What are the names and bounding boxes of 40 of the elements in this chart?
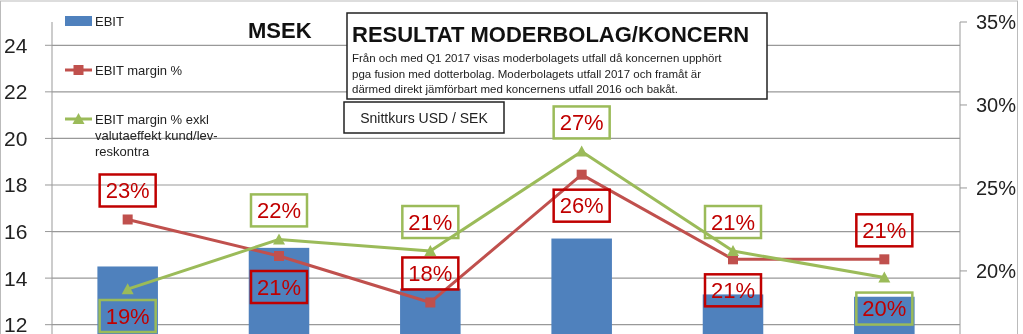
y2-tick-label: 20% <box>975 259 1017 282</box>
point <box>424 245 437 257</box>
y-tick-label: 16 <box>4 220 28 244</box>
y-tick-label: 20 <box>4 126 28 150</box>
legend-label: EBIT margin % <box>95 62 183 78</box>
annotation: Från och med Q1 2017 visas moderbolagets utfall då koncernen upphört pga fusion med dotterbolag. Moderbolagets utfall 2017 och framåt är därmed direkt jämförbart med koncernens utfall 2016 och bakåt. <box>352 52 723 95</box>
y-tick-label: 24 <box>4 33 28 57</box>
data-label: 27% <box>559 109 604 135</box>
data-label: 20% <box>862 296 907 322</box>
point <box>878 271 891 283</box>
y2-tick-label: 30% <box>975 93 1017 116</box>
data-label: 21% <box>862 217 907 243</box>
point <box>575 145 588 157</box>
data-label: 21% <box>710 209 756 235</box>
point <box>727 245 739 257</box>
point <box>576 169 587 180</box>
y-axis-title: MSEK <box>248 17 312 43</box>
data-label: 21% <box>256 274 302 300</box>
point <box>425 297 436 308</box>
y-tick-label: 12 <box>4 313 28 334</box>
y2-tick-label: 35% <box>975 11 1017 33</box>
point <box>121 283 134 295</box>
y-tick-label: 22 <box>4 80 28 104</box>
legend-label: EBIT margin % exkl valutaeffekt kund/lev-reskontra <box>95 111 218 159</box>
chart-title: RESULTAT MODERBOLAG/KONCERN <box>352 21 750 47</box>
y-tick-label: 18 <box>4 173 28 197</box>
legend-label: EBIT <box>95 13 124 29</box>
annotation: Snittkurs USD / SEK <box>360 110 489 126</box>
point <box>273 233 285 245</box>
data-label: 22% <box>256 197 302 223</box>
point <box>122 214 133 225</box>
point <box>879 254 890 265</box>
data-label: 18% <box>408 260 453 286</box>
data-label: 26% <box>559 193 604 219</box>
data-label: 23% <box>105 177 150 203</box>
y-tick-label: 14 <box>4 266 28 290</box>
data-label: 21% <box>408 209 453 235</box>
y2-tick-label: 25% <box>975 176 1017 199</box>
data-label: 19% <box>105 303 150 329</box>
point <box>274 251 284 261</box>
